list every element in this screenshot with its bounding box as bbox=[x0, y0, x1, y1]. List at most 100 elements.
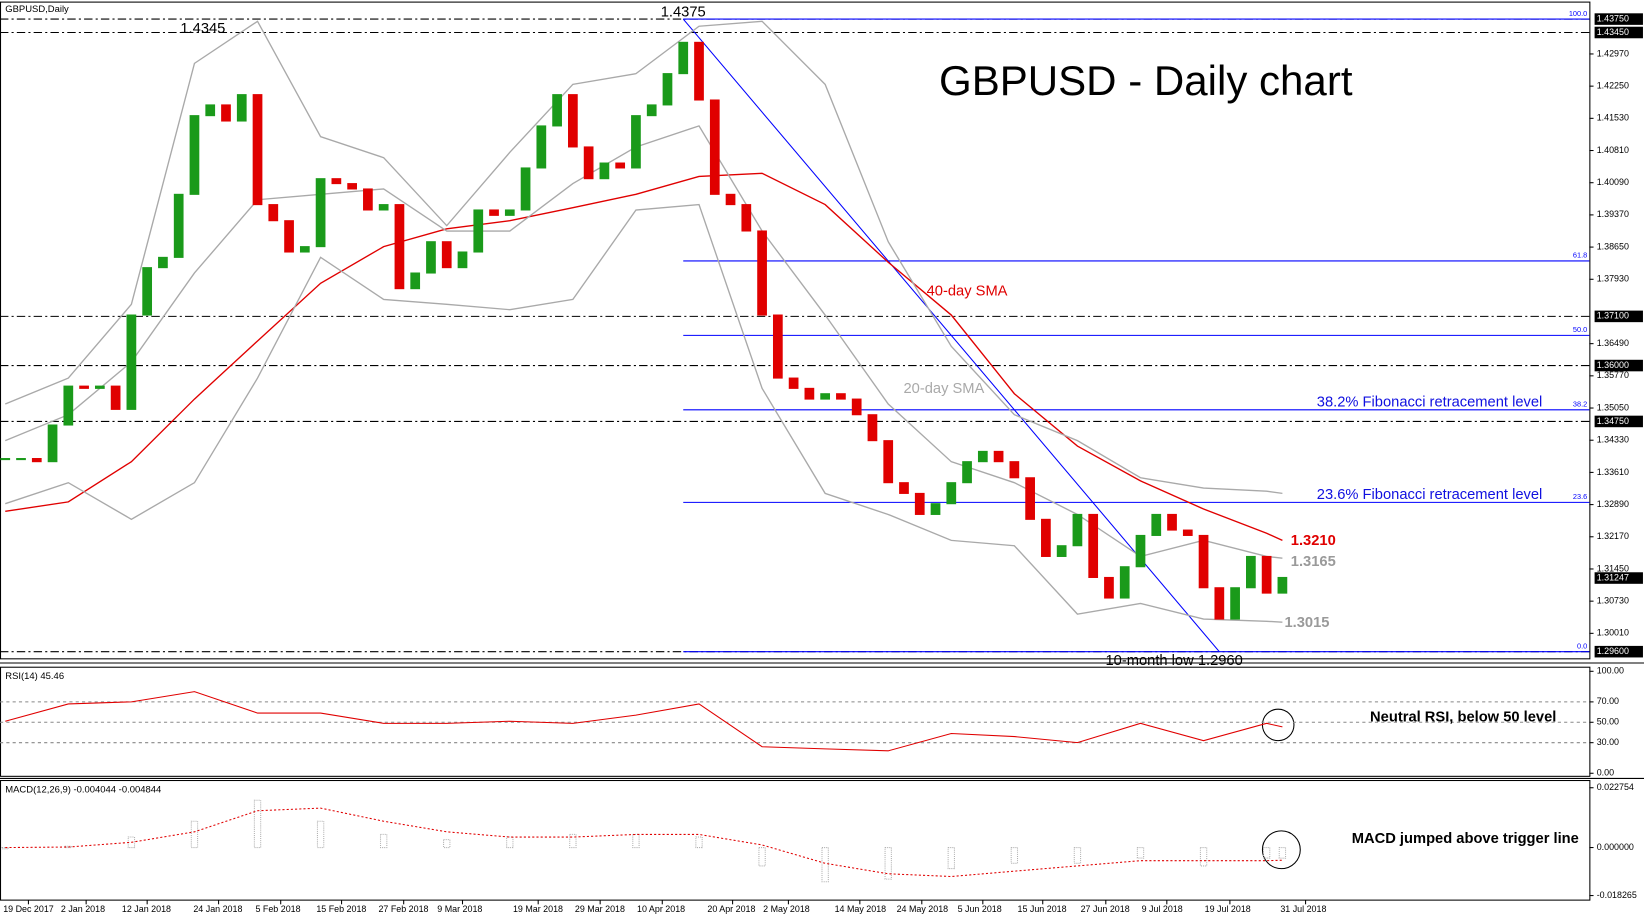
histogram-bar bbox=[443, 839, 451, 849]
candle-body bbox=[520, 167, 531, 211]
candle-body bbox=[1246, 555, 1256, 589]
candle-body bbox=[347, 183, 357, 190]
candle-body bbox=[158, 256, 168, 269]
histogram-bar bbox=[190, 820, 199, 849]
y-tick-label: 1.42970 bbox=[1597, 48, 1629, 58]
candle-body bbox=[1041, 518, 1051, 557]
candle-body bbox=[1135, 534, 1146, 568]
candle-body bbox=[426, 241, 436, 274]
candle-body bbox=[205, 104, 216, 117]
x-tick-label: 5 Feb 2018 bbox=[255, 904, 300, 914]
x-tick-label: 29 Mar 2018 bbox=[575, 904, 625, 914]
x-tick-label: 19 Jul 2018 bbox=[1205, 904, 1251, 914]
y-tick-label: 0.000000 bbox=[1597, 842, 1634, 852]
y-tick-label: 1.42250 bbox=[1597, 81, 1629, 91]
y-tick-label: 1.35770 bbox=[1597, 370, 1629, 380]
candle-body bbox=[709, 99, 720, 195]
trendline bbox=[682, 18, 1220, 653]
annotation: MACD jumped above trigger line bbox=[1352, 831, 1579, 847]
x-tick-label: 24 May 2018 bbox=[897, 904, 949, 914]
annotation: 1.3165 bbox=[1291, 554, 1336, 570]
histogram-bar bbox=[506, 836, 514, 849]
y-tick-label: 1.40090 bbox=[1597, 177, 1629, 187]
candle-body bbox=[662, 73, 673, 106]
y-tick-label: 0.00 bbox=[1597, 768, 1614, 778]
candle-body bbox=[489, 209, 499, 216]
candle-body bbox=[504, 209, 515, 216]
histogram-bar bbox=[253, 799, 262, 849]
x-tick-label: 24 Jan 2018 bbox=[193, 904, 242, 914]
candle-body bbox=[993, 450, 1004, 463]
histogram-bar bbox=[1278, 847, 1287, 859]
level-label-box bbox=[1594, 310, 1643, 323]
annotation: 38.2% Fibonacci retracement level bbox=[1317, 395, 1543, 411]
panel-title: MACD(12,26,9) -0.004044 -0.004844 bbox=[5, 784, 161, 795]
candle-body bbox=[268, 204, 279, 222]
histogram-bar bbox=[64, 845, 72, 849]
x-tick-label: 15 Jun 2018 bbox=[1018, 904, 1067, 914]
y-tick-label: 1.37930 bbox=[1597, 274, 1629, 284]
candle-body bbox=[0, 458, 11, 461]
y-tick-label: 1.32890 bbox=[1597, 499, 1629, 509]
histogram-bar bbox=[1, 847, 9, 850]
indicator-line bbox=[4, 125, 1283, 559]
x-tick-label: 5 Jun 2018 bbox=[958, 904, 1002, 914]
x-tick-label: 15 Feb 2018 bbox=[316, 904, 366, 914]
level-label-box bbox=[1594, 359, 1643, 372]
y-tick-label: 1.31450 bbox=[1597, 563, 1629, 573]
fibonacci-label: 0.0 bbox=[1577, 641, 1587, 650]
indicator-line bbox=[5, 691, 1283, 752]
x-tick-label: 19 Mar 2018 bbox=[513, 904, 563, 914]
indicator-name: 20-day SMA bbox=[903, 381, 984, 397]
candle-body bbox=[631, 115, 641, 169]
candle-body bbox=[599, 162, 610, 180]
histogram-bar bbox=[1199, 847, 1208, 867]
candle-body bbox=[189, 115, 200, 195]
y-tick-label: 1.36490 bbox=[1597, 338, 1629, 348]
x-tick-label: 2 Jan 2018 bbox=[61, 904, 105, 914]
candle-body bbox=[962, 461, 972, 484]
annotation: 1.4345 bbox=[180, 21, 225, 37]
histogram-bar bbox=[1136, 847, 1145, 859]
candle-body bbox=[568, 94, 578, 148]
y-tick-label: -0.018265 bbox=[1597, 890, 1637, 900]
candle-body bbox=[914, 492, 925, 515]
last-price-box bbox=[1594, 572, 1643, 584]
fibonacci-label: 50.0 bbox=[1573, 325, 1587, 334]
y-tick-label: 1.39370 bbox=[1597, 209, 1629, 219]
y-tick-label: 100.00 bbox=[1597, 666, 1624, 676]
candle-body bbox=[552, 94, 562, 127]
annotation: 23.6% Fibonacci retracement level bbox=[1317, 487, 1543, 503]
fibonacci-label: 61.8 bbox=[1573, 251, 1587, 260]
candle-body bbox=[441, 241, 452, 269]
histogram-bar bbox=[1262, 847, 1271, 859]
last-price-label: 1.31247 bbox=[1597, 572, 1629, 582]
level-label: 1.29600 bbox=[1597, 646, 1629, 656]
candle-body bbox=[1088, 513, 1099, 578]
candle-body bbox=[1230, 587, 1240, 620]
candle-body bbox=[1104, 576, 1114, 599]
panel-title: RSI(14) 45.46 bbox=[5, 671, 64, 682]
y-tick-label: 1.40810 bbox=[1597, 145, 1629, 155]
y-tick-label: 0.022754 bbox=[1597, 782, 1634, 792]
histogram-bar bbox=[695, 836, 703, 849]
level-label: 1.34750 bbox=[1597, 416, 1629, 426]
histogram-bar bbox=[379, 833, 388, 849]
x-tick-label: 31 Jul 2018 bbox=[1280, 904, 1326, 914]
indicator-line bbox=[4, 20, 1283, 495]
histogram-bar bbox=[316, 820, 325, 849]
candle-body bbox=[1151, 513, 1162, 536]
annotation: 1.3015 bbox=[1285, 615, 1330, 631]
candle-body bbox=[473, 209, 484, 253]
candle-body bbox=[536, 125, 547, 169]
y-tick-label: 70.00 bbox=[1597, 696, 1619, 706]
candle-body bbox=[836, 393, 846, 400]
chart-title: GBPUSD - Daily chart bbox=[939, 57, 1353, 104]
level-label-box bbox=[1594, 415, 1643, 428]
histogram-bar bbox=[821, 847, 829, 883]
candle-body bbox=[236, 94, 247, 122]
y-tick-label: 1.38650 bbox=[1597, 241, 1629, 251]
candle-body bbox=[410, 272, 421, 290]
candle-body bbox=[299, 246, 310, 253]
